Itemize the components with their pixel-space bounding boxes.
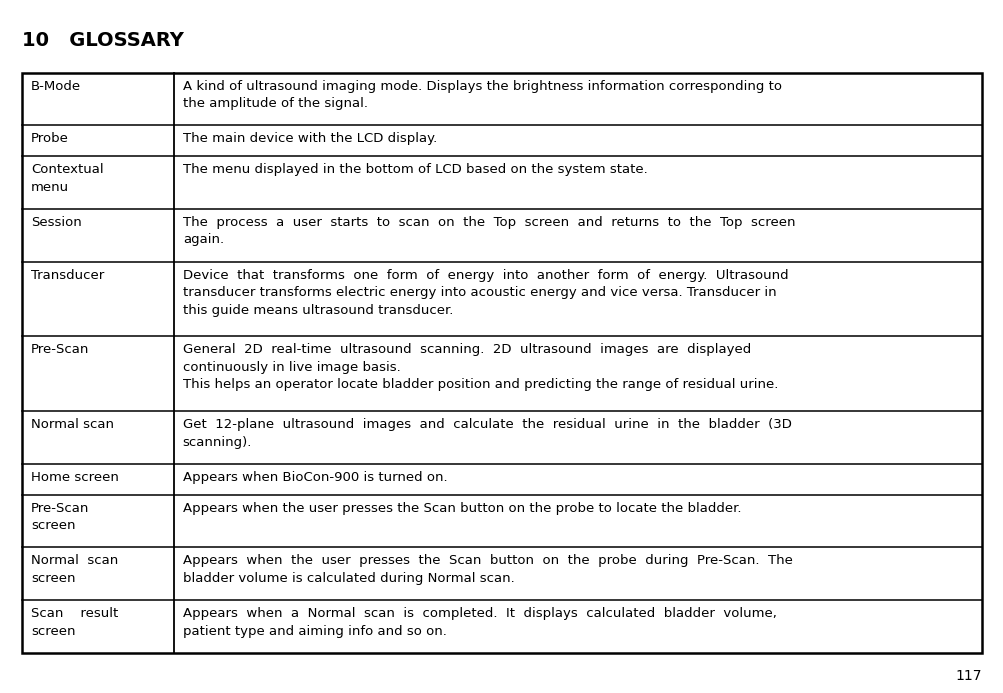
Text: Contextual
menu: Contextual menu bbox=[31, 163, 103, 193]
Text: The menu displayed in the bottom of LCD based on the system state.: The menu displayed in the bottom of LCD … bbox=[183, 163, 647, 176]
Text: Probe: Probe bbox=[31, 132, 69, 146]
Text: Home screen: Home screen bbox=[31, 471, 119, 484]
Text: Appears when the user presses the Scan button on the probe to locate the bladder: Appears when the user presses the Scan b… bbox=[183, 502, 740, 514]
Text: The  process  a  user  starts  to  scan  on  the  Top  screen  and  returns  to : The process a user starts to scan on the… bbox=[183, 216, 794, 247]
Text: Session: Session bbox=[31, 216, 82, 229]
Text: Scan    result
screen: Scan result screen bbox=[31, 607, 118, 638]
Text: Transducer: Transducer bbox=[31, 269, 104, 281]
Bar bbox=[22, 73, 981, 653]
Text: Device  that  transforms  one  form  of  energy  into  another  form  of  energy: Device that transforms one form of energ… bbox=[183, 269, 787, 317]
Text: 10   GLOSSARY: 10 GLOSSARY bbox=[22, 31, 184, 50]
Text: Normal scan: Normal scan bbox=[31, 418, 114, 431]
Text: Appears when BioCon-900 is turned on.: Appears when BioCon-900 is turned on. bbox=[183, 471, 447, 484]
Text: A kind of ultrasound imaging mode. Displays the brightness information correspon: A kind of ultrasound imaging mode. Displ… bbox=[183, 80, 781, 110]
Text: Get  12-plane  ultrasound  images  and  calculate  the  residual  urine  in  the: Get 12-plane ultrasound images and calcu… bbox=[183, 418, 790, 448]
Text: Pre-Scan
screen: Pre-Scan screen bbox=[31, 502, 89, 532]
Text: 117: 117 bbox=[955, 669, 981, 683]
Text: The main device with the LCD display.: The main device with the LCD display. bbox=[183, 132, 436, 146]
Text: Pre-Scan: Pre-Scan bbox=[31, 343, 89, 356]
Text: General  2D  real-time  ultrasound  scanning.  2D  ultrasound  images  are  disp: General 2D real-time ultrasound scanning… bbox=[183, 343, 777, 392]
Text: Appears  when  a  Normal  scan  is  completed.  It  displays  calculated  bladde: Appears when a Normal scan is completed.… bbox=[183, 607, 776, 638]
Text: Appears  when  the  user  presses  the  Scan  button  on  the  probe  during  Pr: Appears when the user presses the Scan b… bbox=[183, 554, 791, 585]
Text: Normal  scan
screen: Normal scan screen bbox=[31, 554, 118, 585]
Text: B-Mode: B-Mode bbox=[31, 80, 81, 93]
